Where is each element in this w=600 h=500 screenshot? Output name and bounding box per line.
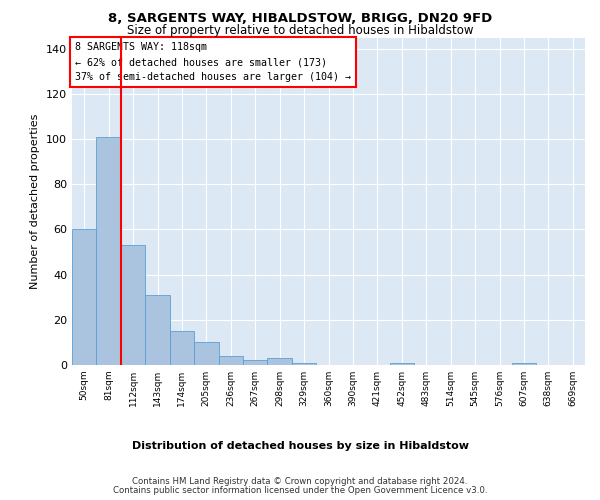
Text: 8, SARGENTS WAY, HIBALDSTOW, BRIGG, DN20 9FD: 8, SARGENTS WAY, HIBALDSTOW, BRIGG, DN20… (108, 12, 492, 26)
Y-axis label: Number of detached properties: Number of detached properties (31, 114, 40, 289)
Bar (145, 295, 170, 365)
Bar (72, 230, 97, 365)
Text: Contains public sector information licensed under the Open Government Licence v3: Contains public sector information licen… (113, 486, 487, 495)
Bar (97, 137, 121, 365)
Bar (389, 362, 414, 365)
Bar (121, 246, 145, 365)
Text: Distribution of detached houses by size in Hibaldstow: Distribution of detached houses by size … (131, 441, 469, 451)
Bar (243, 360, 268, 365)
Bar (292, 362, 316, 365)
Bar (194, 342, 218, 365)
Bar (512, 362, 536, 365)
Text: 8 SARGENTS WAY: 118sqm
← 62% of detached houses are smaller (173)
37% of semi-de: 8 SARGENTS WAY: 118sqm ← 62% of detached… (74, 42, 350, 82)
Text: Contains HM Land Registry data © Crown copyright and database right 2024.: Contains HM Land Registry data © Crown c… (132, 478, 468, 486)
Bar (170, 331, 194, 365)
Bar (218, 356, 243, 365)
Bar (268, 358, 292, 365)
Text: Size of property relative to detached houses in Hibaldstow: Size of property relative to detached ho… (127, 24, 473, 37)
